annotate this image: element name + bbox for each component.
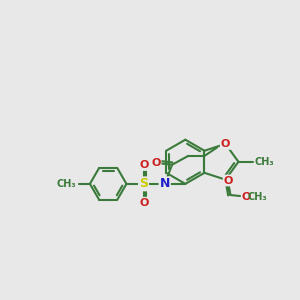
Text: O: O — [151, 158, 160, 168]
Text: CH₃: CH₃ — [57, 179, 76, 189]
Text: O: O — [140, 160, 149, 170]
Text: O: O — [221, 139, 230, 149]
Text: O: O — [140, 198, 149, 208]
Text: CH₃: CH₃ — [255, 157, 274, 167]
Text: CH₃: CH₃ — [248, 191, 267, 202]
Text: N: N — [160, 177, 170, 190]
Text: S: S — [139, 177, 148, 190]
Text: O: O — [224, 176, 233, 185]
Text: O: O — [242, 191, 251, 202]
